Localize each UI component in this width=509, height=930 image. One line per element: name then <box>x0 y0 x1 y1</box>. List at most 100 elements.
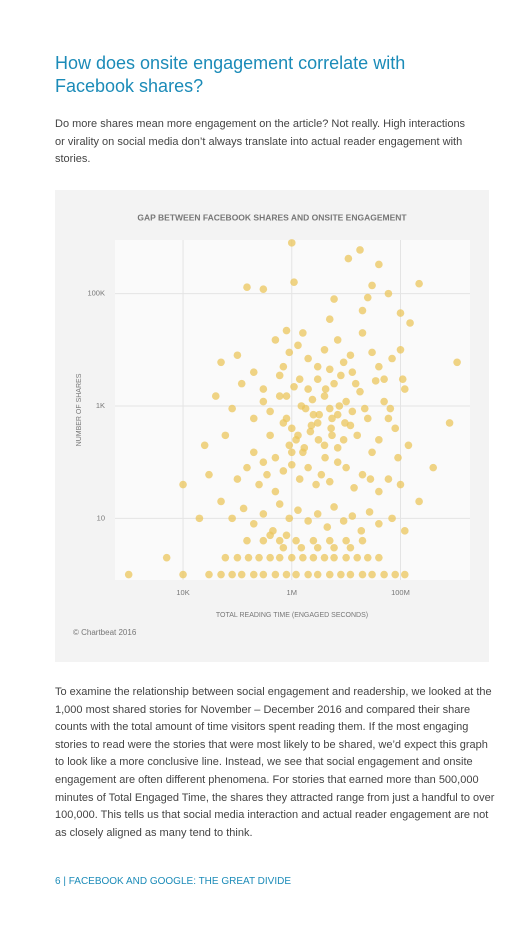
scatter-point <box>335 402 344 410</box>
scatter-point <box>394 453 402 462</box>
y-axis-label: NUMBER OF SHARES <box>76 373 83 446</box>
scatter-point <box>315 410 324 419</box>
scatter-point <box>320 553 329 562</box>
scatter-point <box>368 281 376 290</box>
scatter-point <box>356 246 364 254</box>
scatter-point <box>279 362 288 371</box>
scatter-point <box>290 382 298 391</box>
scatter-point <box>384 414 393 423</box>
scatter-point <box>237 379 246 388</box>
scatter-point <box>195 514 204 523</box>
scatter-point <box>275 536 284 545</box>
scatter-point <box>275 371 284 380</box>
scatter-point <box>330 379 338 388</box>
scatter-point <box>320 392 329 400</box>
scatter-point <box>255 553 263 562</box>
scatter-point <box>200 441 209 450</box>
scatter-point <box>266 531 274 540</box>
scatter-point <box>333 458 342 466</box>
scatter-point <box>243 536 251 545</box>
scatter-point <box>266 553 274 562</box>
scatter-point <box>342 536 350 545</box>
scatter-point <box>358 536 367 545</box>
scatter-point <box>333 410 342 419</box>
scatter-point <box>271 453 280 462</box>
scatter-point <box>384 475 393 483</box>
scatter-point <box>211 392 220 400</box>
scatter-point <box>325 404 334 413</box>
scatter-point <box>330 543 338 552</box>
scatter-point <box>341 419 349 427</box>
scatter-point <box>325 315 334 324</box>
scatter-point <box>388 514 396 523</box>
chart: GAP BETWEEN FACEBOOK SHARES AND ONSITE E… <box>55 190 489 662</box>
scatter-point <box>396 346 405 354</box>
heading: How does onsite engagement correlate wit… <box>55 53 406 96</box>
scatter-point <box>330 503 338 511</box>
scatter-point <box>317 470 326 479</box>
scatter-point <box>406 319 414 327</box>
scatter-point <box>271 336 280 344</box>
scatter-point <box>339 358 348 367</box>
scatter-point <box>299 553 307 562</box>
scatter-point <box>358 329 367 337</box>
scatter-point <box>348 368 357 376</box>
scatter-point <box>308 395 317 404</box>
scatter-point <box>350 483 358 492</box>
scatter-point <box>348 512 357 520</box>
scatter-point <box>358 570 367 579</box>
scatter-point <box>368 348 376 357</box>
scatter-point <box>249 368 258 376</box>
chart-title: GAP BETWEEN FACEBOOK SHARES AND ONSITE E… <box>137 212 407 222</box>
scatter-point <box>275 500 284 508</box>
scatter-point <box>162 553 171 562</box>
scatter-point <box>325 477 334 486</box>
scatter-point <box>304 517 312 525</box>
scatter-point <box>309 553 318 562</box>
scatter-point <box>321 453 329 462</box>
source: © Chartbeat 2016 <box>73 628 137 637</box>
y-tick-label: 1K <box>96 401 105 410</box>
x-axis-label: TOTAL READING TIME (ENGAGED SECONDS) <box>216 612 368 619</box>
scatter-point <box>271 570 280 579</box>
scatter-point <box>221 431 230 440</box>
scatter-point <box>301 404 310 413</box>
scatter-point <box>279 467 288 475</box>
scatter-point <box>365 508 374 516</box>
scatter-point <box>297 543 306 552</box>
scatter-point <box>358 470 367 479</box>
scatter-point <box>356 387 364 396</box>
scatter-point <box>313 510 322 518</box>
scatter-point <box>249 570 258 579</box>
scatter-point <box>415 497 423 506</box>
scatter-point <box>217 497 225 506</box>
scatter-point <box>304 570 312 579</box>
scatter-point <box>314 436 323 444</box>
scatter-point <box>348 407 357 416</box>
scatter-point <box>307 421 316 430</box>
x-tick-label: 100M <box>391 588 410 597</box>
x-tick-label: 1M <box>287 588 297 597</box>
scatter-point <box>233 351 242 360</box>
scatter-point <box>333 336 342 344</box>
y-tick-label: 100K <box>87 289 105 298</box>
scatter-point <box>320 346 329 354</box>
scatter-point <box>290 278 298 286</box>
scatter-point <box>275 392 284 400</box>
scatter-point <box>249 520 258 528</box>
scatter-point <box>249 414 258 423</box>
scatter-point <box>375 487 383 496</box>
scatter-point <box>380 570 388 579</box>
scatter-point <box>398 375 407 383</box>
scatter-point <box>358 306 367 315</box>
scatter-point <box>325 570 334 579</box>
scatter-point <box>400 385 409 393</box>
scatter-point <box>299 329 307 337</box>
scatter-point <box>400 527 409 535</box>
scatter-point <box>228 514 236 523</box>
scatter-point <box>445 419 454 427</box>
scatter-point <box>282 326 291 335</box>
scatter-point <box>371 377 380 385</box>
scatter-point <box>380 397 388 406</box>
intro: Do more shares mean more engagement on t… <box>55 118 466 165</box>
